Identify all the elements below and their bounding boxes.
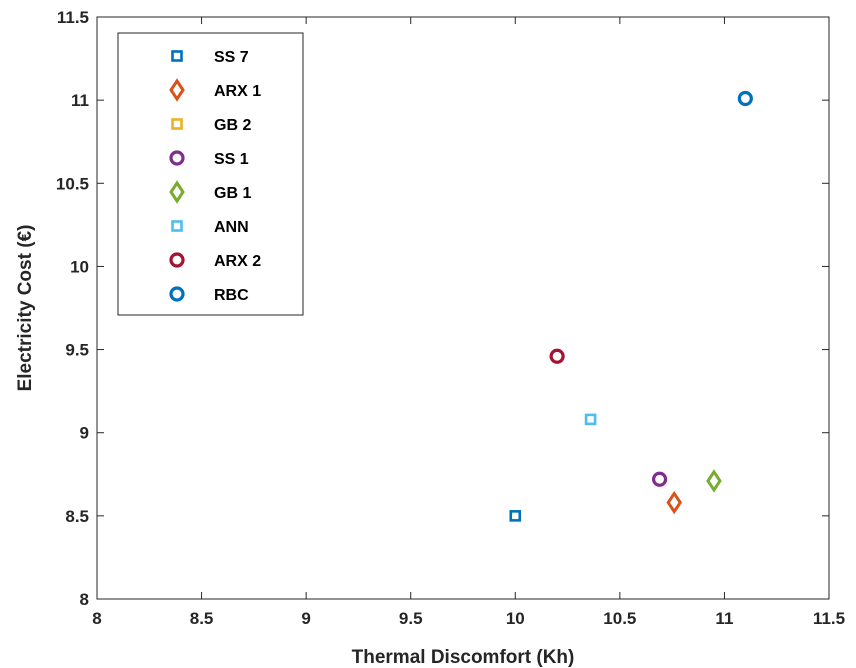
legend-marker-gb-2 xyxy=(171,118,183,130)
x-tick-label-1: 8.5 xyxy=(190,609,214,628)
tick-labels: 8 8.5 9 9.5 10 10.5 11 11.5 8 8.5 9 9.5 10 10.5 11 11.5 xyxy=(56,8,845,628)
legend-label-arx-2: ARX 2 xyxy=(214,253,261,270)
point-ss-7 xyxy=(509,510,522,522)
y-tick-label-5: 10.5 xyxy=(56,174,89,193)
x-tick-label-0: 8 xyxy=(92,609,101,628)
y-tick-label-6: 11 xyxy=(71,91,89,110)
y-tick-label-0: 8 xyxy=(80,590,89,609)
y-tick-label-3: 9.5 xyxy=(65,341,89,360)
point-gb-1 xyxy=(706,469,722,493)
x-tick-label-4: 10 xyxy=(506,609,525,628)
y-tick-label-7: 11.5 xyxy=(57,8,89,27)
legend-label-ss-1: SS 1 xyxy=(214,151,249,168)
y-tick-label-1: 8.5 xyxy=(65,507,89,526)
legend-box xyxy=(117,32,304,316)
x-axis-title: Thermal Discomfort (Kh) xyxy=(352,647,575,668)
legend-marker-arx-1 xyxy=(169,78,185,102)
legend: SS 7 ARX 1 GB 2 SS 1 GB 1 ANN ARX 2 RBC xyxy=(117,32,304,316)
point-arx-2 xyxy=(549,348,565,364)
point-ss-1 xyxy=(651,471,668,487)
axis-ticks xyxy=(96,16,830,600)
point-arx-1 xyxy=(666,490,683,515)
y-axis-title: Electricity Cost (€) xyxy=(15,225,36,392)
point-ann xyxy=(584,413,597,426)
legend-label-ann: ANN xyxy=(214,219,249,236)
legend-label-rbc: RBC xyxy=(214,287,249,304)
y-tick-label-2: 9 xyxy=(80,424,89,443)
legend-label-gb-1: GB 1 xyxy=(214,185,251,202)
legend-marker-rbc xyxy=(169,286,185,302)
legend-label-ss-7: SS 7 xyxy=(214,49,249,66)
legend-marker-ss-1 xyxy=(169,150,185,166)
legend-label-arx-1: ARX 1 xyxy=(214,83,261,100)
legend-label-gb-2: GB 2 xyxy=(214,117,251,134)
x-tick-label-2: 9 xyxy=(301,609,310,628)
point-rbc xyxy=(737,90,753,107)
x-tick-label-5: 10.5 xyxy=(603,609,636,628)
x-tick-label-7: 11.5 xyxy=(813,609,845,628)
legend-marker-arx-2 xyxy=(169,252,185,268)
x-tick-label-3: 9.5 xyxy=(399,609,423,628)
data-markers xyxy=(509,90,753,522)
legend-marker-ann xyxy=(171,220,183,232)
legend-marker-gb-1 xyxy=(169,180,185,204)
x-tick-label-6: 11 xyxy=(715,609,733,628)
y-tick-label-4: 10 xyxy=(70,257,89,276)
legend-marker-ss-7 xyxy=(171,50,183,62)
